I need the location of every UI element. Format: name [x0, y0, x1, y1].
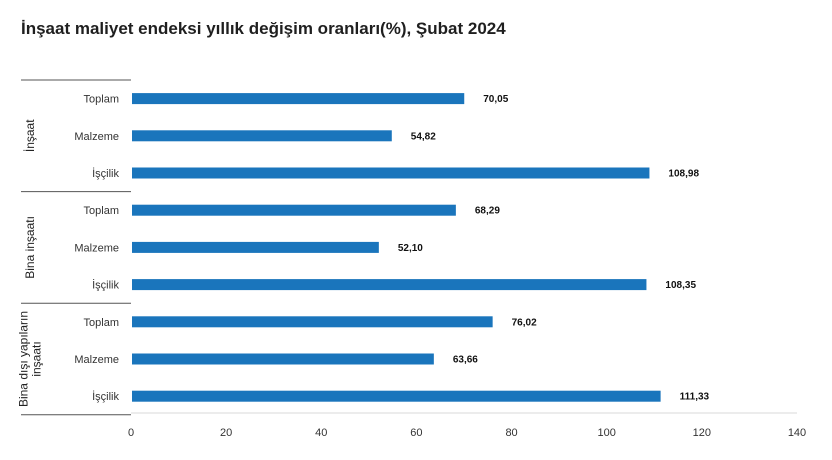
category-label: İşçilik	[92, 167, 119, 180]
bar	[132, 390, 661, 402]
bar	[132, 353, 434, 365]
value-label: 70,05	[483, 94, 508, 105]
bar	[132, 279, 647, 291]
category-label: Toplam	[84, 317, 119, 329]
bar	[132, 93, 465, 105]
bar	[132, 241, 379, 253]
x-tick-label: 60	[410, 427, 422, 439]
chart-title: İnşaat maliyet endeksi yıllık değişim or…	[21, 19, 506, 38]
category-label: Malzeme	[74, 354, 119, 366]
bar	[132, 316, 493, 328]
value-label: 111,33	[680, 392, 710, 403]
x-tick-label: 40	[315, 427, 327, 439]
category-label: İşçilik	[92, 390, 119, 403]
category-label: Malzeme	[74, 242, 119, 254]
value-label: 76,02	[512, 317, 537, 328]
category-label: Malzeme	[74, 131, 119, 143]
group-label: İnşaat	[23, 119, 37, 152]
group-label: Bina dışı yapıların	[17, 311, 31, 407]
x-tick-label: 100	[598, 427, 616, 439]
category-label: İşçilik	[92, 279, 119, 292]
value-label: 68,29	[475, 206, 500, 217]
bar	[132, 130, 392, 142]
group-label: Bina inşaatı	[23, 216, 37, 279]
x-tick-label: 0	[128, 427, 134, 439]
x-tick-label: 20	[220, 427, 232, 439]
bar	[132, 204, 456, 216]
category-label: Toplam	[84, 205, 119, 217]
x-tick-label: 80	[505, 427, 517, 439]
value-label: 63,66	[453, 355, 478, 366]
group-label: inşaatı	[30, 341, 44, 376]
value-label: 108,98	[668, 169, 699, 180]
value-label: 52,10	[398, 243, 423, 254]
x-tick-label: 140	[788, 427, 806, 439]
x-tick-label: 120	[693, 427, 711, 439]
value-label: 108,35	[665, 280, 696, 291]
bar	[132, 167, 650, 179]
category-label: Toplam	[84, 94, 119, 106]
value-label: 54,82	[411, 131, 436, 142]
